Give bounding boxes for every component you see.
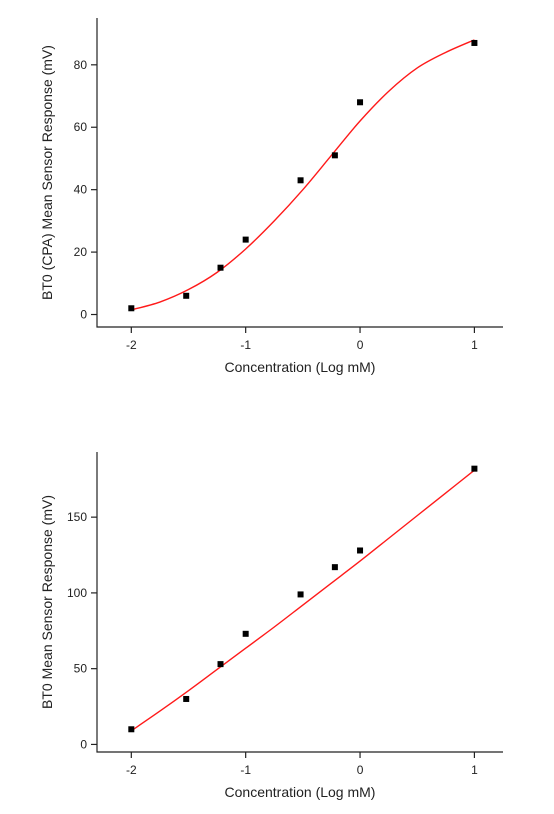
- data-point: [331, 152, 338, 159]
- fit-line: [131, 39, 475, 311]
- axis-frame: [96, 452, 503, 753]
- data-point: [217, 661, 224, 668]
- data-point: [183, 292, 190, 299]
- x-tick-label: 1: [471, 338, 478, 352]
- data-point: [297, 177, 304, 184]
- chart-bottom: -2 -1 0 1 0 50 100 150 Concentration (Log mM) BT0…: [39, 452, 503, 800]
- x-tick-label: -1: [240, 763, 251, 777]
- y-tick-label: 150: [67, 510, 87, 524]
- y-tick-label: 40: [74, 183, 88, 197]
- data-point: [331, 564, 338, 571]
- x-tick-label: 0: [357, 763, 364, 777]
- data-point: [183, 695, 190, 702]
- data-point: [357, 547, 364, 554]
- y-axis-title: BT0 Mean Sensor Response (mV): [39, 495, 55, 709]
- data-point: [242, 236, 249, 243]
- y-tick-label: 20: [74, 245, 88, 259]
- fit-line: [130, 469, 475, 732]
- x-tick-label: -1: [240, 338, 251, 352]
- data-point: [297, 591, 304, 598]
- data-point: [128, 305, 135, 312]
- x-tick-label: -2: [126, 338, 137, 352]
- x-tick-label: 1: [471, 763, 478, 777]
- x-axis-title: Concentration (Log mM): [225, 359, 376, 375]
- x-axis-title: Concentration (Log mM): [225, 784, 376, 800]
- y-tick-label: 50: [74, 662, 88, 676]
- data-point: [471, 39, 478, 46]
- y-tick-label: 0: [80, 737, 87, 751]
- axis-frame: [96, 18, 503, 328]
- y-tick-label: 60: [74, 120, 88, 134]
- data-point: [242, 630, 249, 637]
- data-point: [471, 465, 478, 472]
- data-point: [217, 264, 224, 271]
- y-tick-label: 100: [67, 586, 87, 600]
- x-tick-label: -2: [126, 763, 137, 777]
- x-tick-label: 0: [357, 338, 364, 352]
- y-tick-label: 80: [74, 58, 88, 72]
- data-point: [357, 99, 364, 106]
- y-axis-title: BT0 (CPA) Mean Sensor Response (mV): [39, 45, 55, 300]
- data-point: [128, 726, 135, 733]
- y-tick-label: 0: [80, 308, 87, 322]
